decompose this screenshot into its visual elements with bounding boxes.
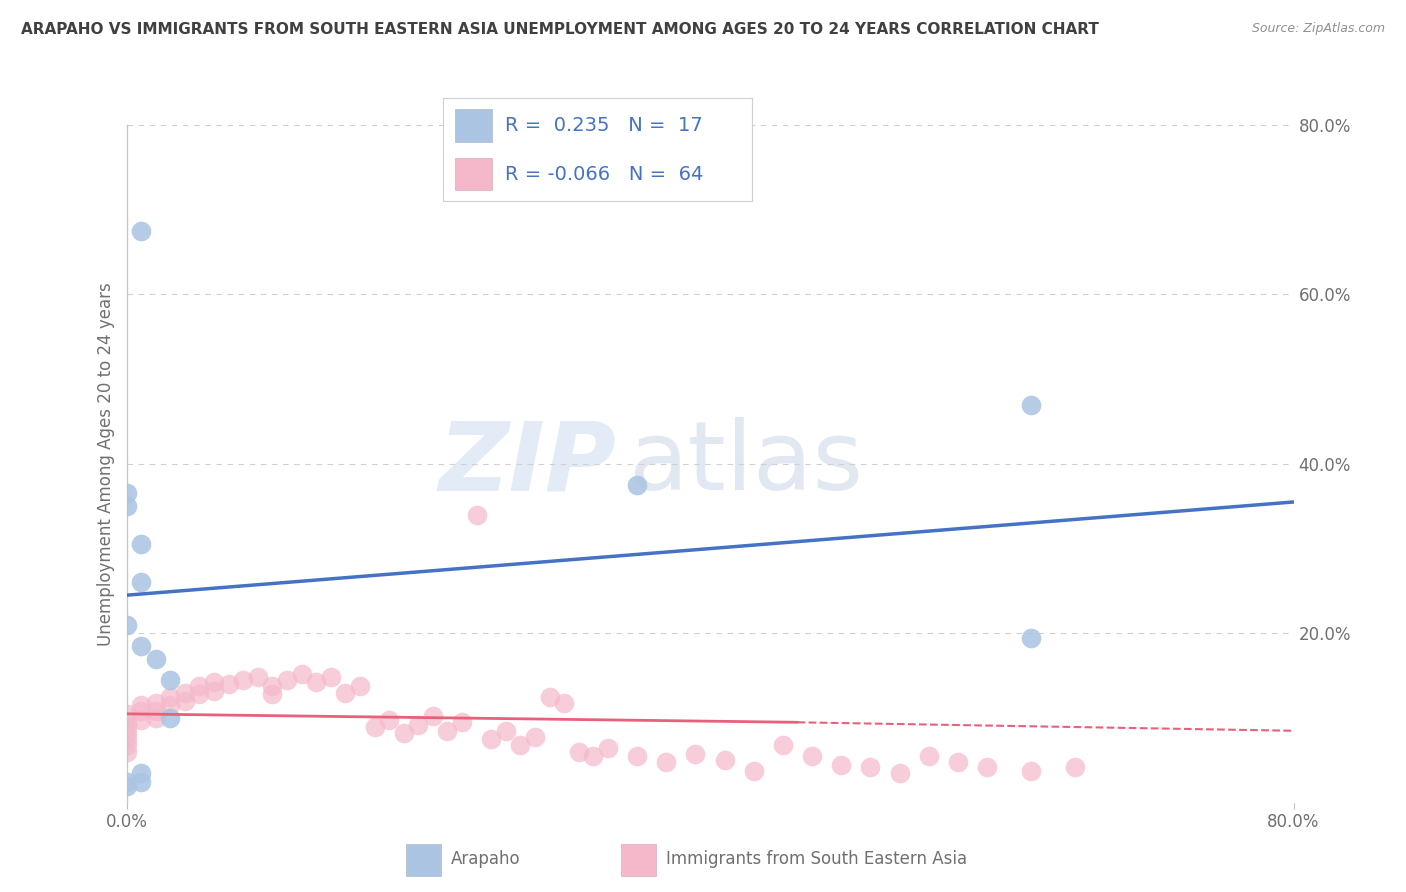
- Point: [115, 618, 138, 632]
- Point: [451, 715, 474, 730]
- Point: [218, 677, 240, 691]
- FancyBboxPatch shape: [621, 844, 657, 876]
- Point: [568, 745, 591, 759]
- Point: [159, 690, 181, 704]
- Point: [145, 651, 167, 665]
- FancyBboxPatch shape: [456, 158, 492, 190]
- Point: [713, 753, 735, 767]
- Point: [129, 713, 152, 727]
- Point: [465, 508, 488, 522]
- Point: [290, 667, 312, 681]
- Point: [305, 675, 328, 690]
- Point: [772, 738, 794, 752]
- Point: [742, 764, 765, 778]
- Point: [129, 698, 152, 713]
- Point: [495, 723, 517, 738]
- Point: [115, 726, 138, 740]
- Text: atlas: atlas: [628, 417, 863, 510]
- Point: [159, 711, 181, 725]
- Point: [918, 749, 941, 764]
- Point: [129, 766, 152, 780]
- Point: [115, 715, 138, 730]
- Point: [801, 749, 824, 764]
- FancyBboxPatch shape: [406, 844, 441, 876]
- Point: [319, 670, 342, 684]
- Point: [946, 755, 969, 769]
- Point: [1019, 631, 1042, 645]
- Point: [174, 685, 197, 699]
- Point: [115, 500, 138, 514]
- Point: [262, 687, 284, 701]
- Point: [129, 224, 152, 238]
- Point: [115, 738, 138, 752]
- Point: [1019, 398, 1042, 412]
- Text: Immigrants from South Eastern Asia: Immigrants from South Eastern Asia: [666, 849, 967, 868]
- Point: [188, 687, 211, 701]
- Point: [596, 740, 619, 755]
- Point: [422, 709, 444, 723]
- Point: [129, 575, 152, 590]
- Point: [479, 732, 502, 747]
- Point: [129, 537, 152, 551]
- Point: [582, 749, 605, 764]
- Point: [1063, 760, 1085, 774]
- Point: [335, 685, 357, 699]
- Point: [626, 749, 648, 764]
- Point: [363, 719, 385, 733]
- Point: [553, 696, 575, 710]
- Point: [378, 713, 401, 727]
- Text: ARAPAHO VS IMMIGRANTS FROM SOUTH EASTERN ASIA UNEMPLOYMENT AMONG AGES 20 TO 24 Y: ARAPAHO VS IMMIGRANTS FROM SOUTH EASTERN…: [21, 22, 1099, 37]
- Point: [115, 732, 138, 747]
- Point: [115, 745, 138, 759]
- Point: [1019, 764, 1042, 778]
- Point: [436, 723, 458, 738]
- Y-axis label: Unemployment Among Ages 20 to 24 years: Unemployment Among Ages 20 to 24 years: [97, 282, 115, 646]
- Point: [509, 738, 531, 752]
- Point: [115, 779, 138, 793]
- Point: [188, 679, 211, 693]
- Text: R = -0.066   N =  64: R = -0.066 N = 64: [505, 164, 703, 184]
- Point: [830, 757, 852, 772]
- Point: [685, 747, 707, 761]
- Point: [889, 766, 911, 780]
- Text: ZIP: ZIP: [439, 417, 617, 510]
- Point: [145, 704, 167, 718]
- Point: [276, 673, 298, 687]
- Point: [655, 755, 678, 769]
- Point: [129, 639, 152, 653]
- Point: [262, 679, 284, 693]
- FancyBboxPatch shape: [456, 110, 492, 142]
- Point: [976, 760, 998, 774]
- Point: [159, 698, 181, 713]
- Point: [859, 760, 882, 774]
- Point: [538, 690, 561, 704]
- Text: Source: ZipAtlas.com: Source: ZipAtlas.com: [1251, 22, 1385, 36]
- Point: [524, 730, 547, 744]
- Point: [115, 719, 138, 733]
- Point: [129, 704, 152, 718]
- Point: [626, 478, 648, 492]
- Point: [349, 679, 371, 693]
- Point: [145, 696, 167, 710]
- Point: [129, 774, 152, 789]
- Point: [232, 673, 254, 687]
- Point: [202, 675, 225, 690]
- Text: Arapaho: Arapaho: [451, 849, 520, 868]
- Point: [115, 706, 138, 721]
- Point: [392, 726, 415, 740]
- Point: [174, 694, 197, 708]
- Point: [159, 673, 181, 687]
- Point: [408, 718, 430, 732]
- Point: [115, 774, 138, 789]
- Point: [246, 670, 269, 684]
- Point: [202, 684, 225, 698]
- Text: R =  0.235   N =  17: R = 0.235 N = 17: [505, 116, 703, 136]
- Point: [145, 711, 167, 725]
- Point: [115, 486, 138, 500]
